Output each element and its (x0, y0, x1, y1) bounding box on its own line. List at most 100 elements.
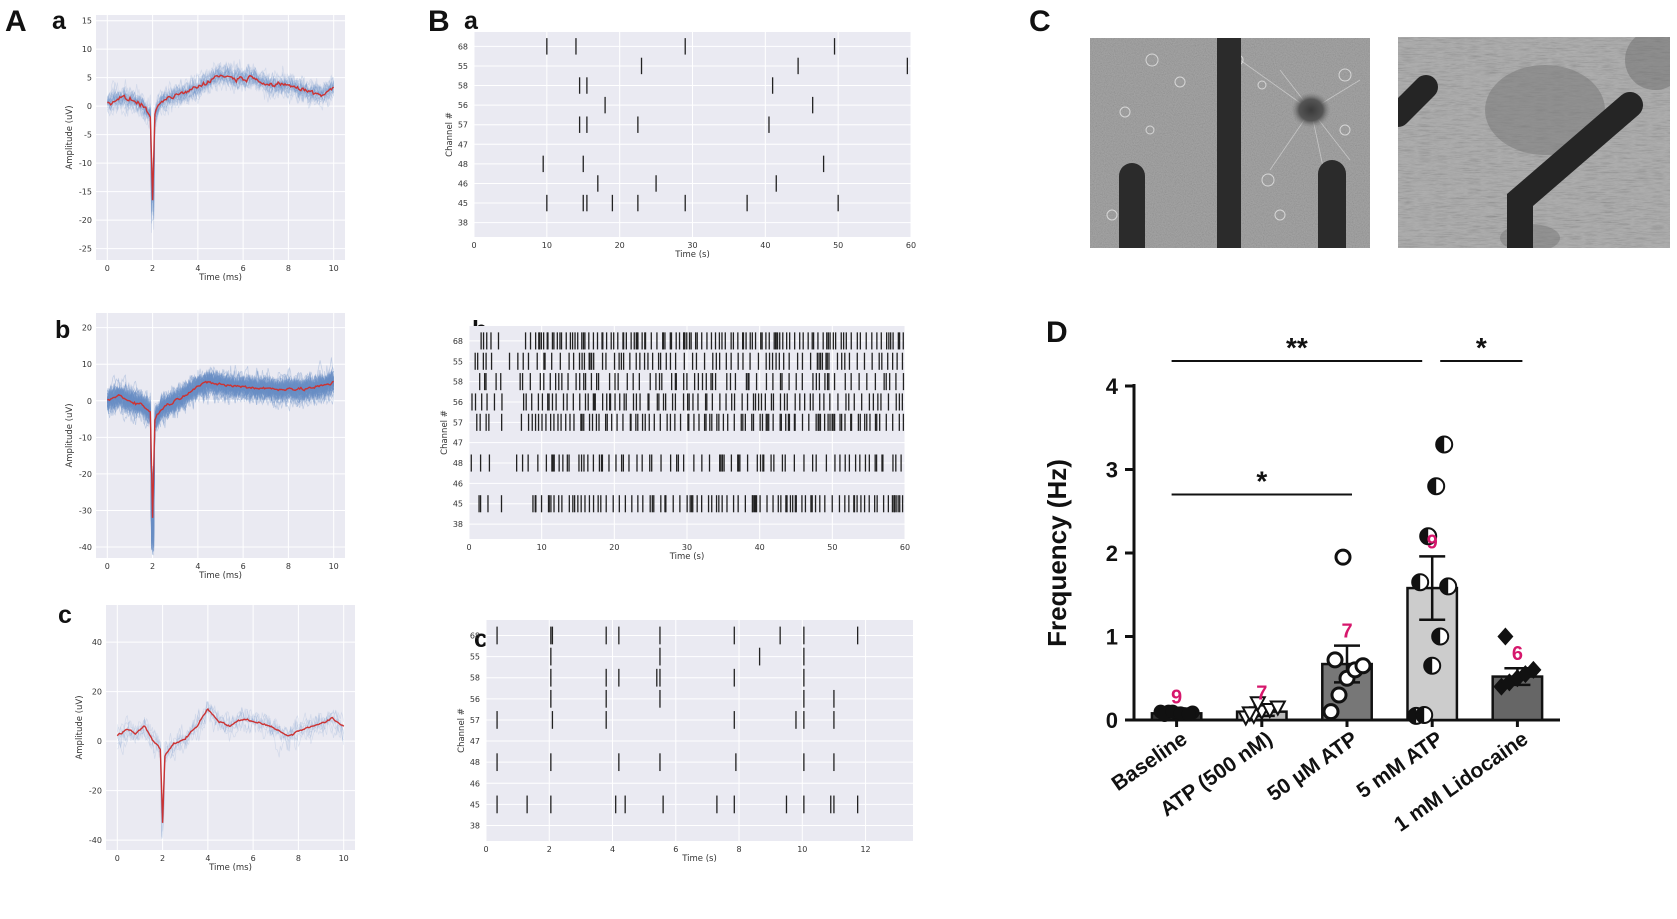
x-tick-label: 0 (115, 854, 120, 863)
data-point (1435, 435, 1454, 454)
channel-label: 68 (470, 631, 480, 640)
individual-trace (106, 373, 335, 526)
individual-trace (107, 370, 335, 520)
individual-trace (107, 68, 334, 230)
individual-trace (106, 366, 334, 551)
individual-trace (107, 371, 335, 525)
panel-letter-d: D (1046, 316, 1068, 349)
channel-label: 58 (458, 82, 468, 91)
x-tick-label: 12 (860, 845, 870, 854)
y-tick-label: 0 (87, 102, 92, 111)
x-tick-label: 40 (755, 543, 765, 552)
data-point (1431, 627, 1450, 646)
data-point (1269, 700, 1287, 717)
data-point-fill (1412, 574, 1421, 591)
sub-letter-ab: b (55, 316, 70, 344)
x-axis-label: Time (s) (674, 250, 710, 260)
plot-aa: 15 10 5 0 -5 -10 -15 -20 -25 0 2 4 6 8 10 Time (ms) Ampl… (65, 15, 345, 283)
individual-trace (106, 357, 335, 541)
individual-trace (106, 63, 334, 198)
individual-trace (106, 372, 335, 522)
y-tick-label: 10 (82, 360, 92, 369)
data-point (1241, 706, 1259, 723)
channel-label: 68 (458, 42, 468, 51)
individual-trace (106, 375, 334, 549)
individual-trace (107, 374, 334, 513)
data-point-fill (1416, 706, 1425, 723)
y-axis-label: Amplitude (uV) (75, 695, 85, 759)
individual-trace (106, 64, 335, 204)
channel-label: 48 (470, 758, 480, 767)
y-axis-label: Amplitude (uV) (65, 403, 75, 467)
individual-trace (106, 369, 335, 535)
individual-trace (106, 378, 334, 553)
data-point (1525, 660, 1542, 679)
plot-background (106, 605, 355, 850)
x-tick-label: 20 (615, 241, 625, 250)
individual-trace (106, 66, 335, 218)
individual-trace (106, 67, 334, 212)
individual-trace (106, 375, 334, 525)
n-label: 7 (1256, 682, 1267, 704)
individual-trace (106, 66, 335, 188)
channel-label: 47 (470, 737, 480, 746)
x-tick-label: 2 (150, 264, 155, 273)
channel-label: 57 (453, 418, 463, 427)
y-tick-label: 10 (82, 45, 92, 54)
individual-trace (106, 368, 335, 539)
channel-label: 47 (458, 140, 468, 149)
y-tick-label: -20 (79, 216, 92, 225)
channel-label: 47 (453, 439, 463, 448)
individual-trace (106, 59, 335, 220)
y-axis-label: Channel # (457, 708, 467, 753)
x-axis-label: Time (ms) (198, 571, 242, 581)
individual-trace (106, 61, 335, 212)
individual-trace (117, 701, 344, 823)
channel-label: 38 (453, 520, 463, 529)
data-point-fill (1408, 707, 1417, 724)
y-tick-label: -10 (79, 433, 92, 442)
x-tick-label: 0 (105, 562, 110, 571)
individual-trace (107, 378, 334, 487)
channel-label: 46 (470, 779, 480, 788)
panel-letter-c: C (1029, 5, 1051, 38)
individual-trace (107, 64, 335, 199)
channel-label: 68 (453, 337, 463, 346)
data-point (1330, 686, 1348, 704)
individual-trace (107, 62, 335, 213)
x-tick-label: 8 (286, 562, 291, 571)
channel-label: 55 (458, 62, 468, 71)
individual-trace (116, 701, 345, 810)
individual-trace (106, 71, 334, 212)
y-tick-label: 2 (1106, 541, 1118, 566)
sub-letter-ac: c (58, 601, 72, 629)
individual-trace (106, 370, 335, 515)
plot-background (96, 15, 345, 260)
individual-trace (117, 701, 345, 838)
individual-trace (106, 370, 335, 507)
channel-label: 57 (458, 121, 468, 130)
individual-trace (106, 63, 335, 223)
data-point (1326, 651, 1344, 669)
individual-trace (106, 371, 335, 546)
plot-background (486, 620, 913, 841)
y-tick-label: 15 (82, 17, 92, 26)
x-axis-label: Time (ms) (208, 863, 252, 873)
x-tick-label: 10 (797, 845, 807, 854)
x-tick-label: 10 (339, 854, 349, 863)
y-tick-label: 40 (92, 638, 102, 647)
spike-ticks (496, 626, 859, 814)
individual-trace (106, 365, 334, 505)
x-tick-label: 30 (682, 543, 692, 552)
x-tick-label: 2 (160, 854, 165, 863)
n-label: 6 (1512, 643, 1523, 665)
y-tick-label: -20 (89, 787, 102, 796)
individual-trace (106, 377, 335, 550)
x-tick-label: 6 (241, 264, 246, 273)
channel-label: 56 (470, 695, 480, 704)
channel-label: 45 (470, 800, 480, 809)
individual-trace (106, 372, 335, 532)
data-point-fill (1436, 436, 1445, 453)
